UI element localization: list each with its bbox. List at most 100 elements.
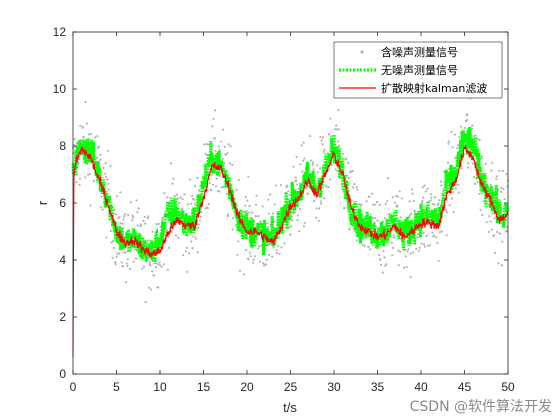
noisy-point <box>149 264 152 267</box>
noisy-point <box>329 135 333 138</box>
noisy-point <box>311 163 314 166</box>
noisy-point <box>395 194 398 197</box>
y-tick-label: 8 <box>59 139 66 153</box>
noisy-point <box>359 205 362 208</box>
noisy-point <box>445 234 448 237</box>
noisy-point <box>429 244 432 247</box>
noisy-point <box>283 242 286 245</box>
noisy-point <box>99 153 102 156</box>
noisy-point <box>437 202 440 205</box>
noisy-point <box>114 261 117 264</box>
noisy-point <box>312 168 315 171</box>
noisy-point <box>402 266 406 269</box>
noisy-point <box>391 196 394 199</box>
noisy-point <box>329 178 332 181</box>
x-tick-label: 30 <box>327 380 341 394</box>
noisy-point <box>147 215 150 218</box>
noisy-point <box>409 213 412 216</box>
noisy-point <box>460 167 463 170</box>
noisy-point <box>289 233 292 236</box>
noisy-point <box>303 221 306 224</box>
noisy-point <box>345 157 348 160</box>
noisy-point <box>322 197 326 200</box>
noisy-point <box>500 264 503 267</box>
legend: 含噪声测量信号 无噪声测量信号 扩散映射kalman滤波 <box>333 41 503 99</box>
noisy-point <box>273 203 276 206</box>
noisy-point <box>491 212 494 215</box>
noisy-point <box>237 240 240 243</box>
noisy-point <box>493 234 496 237</box>
noisy-point <box>397 264 400 267</box>
noisy-point <box>408 215 411 218</box>
noisy-point <box>458 136 461 139</box>
noisy-point <box>252 261 255 264</box>
noisy-point <box>231 163 234 166</box>
noisy-point <box>182 254 185 257</box>
noisy-point <box>275 249 278 252</box>
noisy-point <box>247 258 250 261</box>
noisy-point <box>142 265 145 268</box>
y-tick-label: 0 <box>59 367 66 381</box>
noisy-point <box>399 216 402 219</box>
noisy-point <box>118 216 121 219</box>
noisy-point <box>368 195 371 198</box>
noisy-point <box>474 134 477 137</box>
noisy-point <box>493 217 496 220</box>
noisy-point <box>271 255 274 258</box>
noisy-point <box>278 252 281 255</box>
noisy-point <box>440 184 443 187</box>
noisy-point <box>212 183 215 186</box>
noisy-point <box>446 211 449 214</box>
x-tick-label: 25 <box>284 380 298 394</box>
noisy-point <box>318 207 321 210</box>
noisy-point <box>79 124 82 127</box>
noisy-point <box>479 208 482 211</box>
noisy-point <box>100 206 103 209</box>
noisy-point <box>446 161 450 164</box>
noisy-point <box>266 226 269 229</box>
noisy-point <box>489 183 493 187</box>
noisy-point <box>163 192 166 195</box>
noisy-point <box>225 193 229 196</box>
noisy-point <box>247 175 250 178</box>
noisy-point <box>131 216 135 219</box>
noisy-point <box>119 222 122 225</box>
noisy-point <box>292 165 295 168</box>
noisy-point <box>431 203 434 206</box>
noisy-point <box>157 286 160 289</box>
legend-marker-noisy <box>360 50 364 54</box>
noisy-point <box>417 249 420 252</box>
noisy-point <box>484 162 487 165</box>
noisy-point <box>429 199 432 202</box>
noisy-point <box>191 247 194 250</box>
noisy-point <box>191 194 194 197</box>
noisy-point <box>436 241 439 244</box>
noisy-point <box>335 128 338 131</box>
noisy-point <box>139 225 142 228</box>
noisy-point <box>309 159 312 162</box>
noisy-point <box>111 240 115 243</box>
noisy-point <box>315 207 318 210</box>
noisy-point <box>188 178 192 181</box>
noisy-point <box>170 231 173 234</box>
noisy-point <box>101 208 104 211</box>
noisy-point <box>135 199 138 202</box>
noisy-point <box>169 162 172 165</box>
noisy-point <box>115 255 118 258</box>
noisy-point <box>472 134 475 138</box>
noisy-point <box>125 262 128 265</box>
noisy-point <box>317 219 320 222</box>
y-tick-label: 4 <box>59 253 66 267</box>
noisy-point <box>157 222 160 226</box>
noisy-point <box>248 211 251 214</box>
noisy-point <box>290 215 293 218</box>
noisy-point <box>457 183 460 186</box>
noisy-point <box>142 219 145 222</box>
noisy-point <box>181 198 184 201</box>
noisy-point <box>440 230 443 233</box>
noisy-point <box>390 241 393 244</box>
noisy-point <box>151 230 154 233</box>
noisy-point <box>408 200 411 203</box>
noisy-point <box>89 204 92 207</box>
noisy-point <box>109 165 112 168</box>
